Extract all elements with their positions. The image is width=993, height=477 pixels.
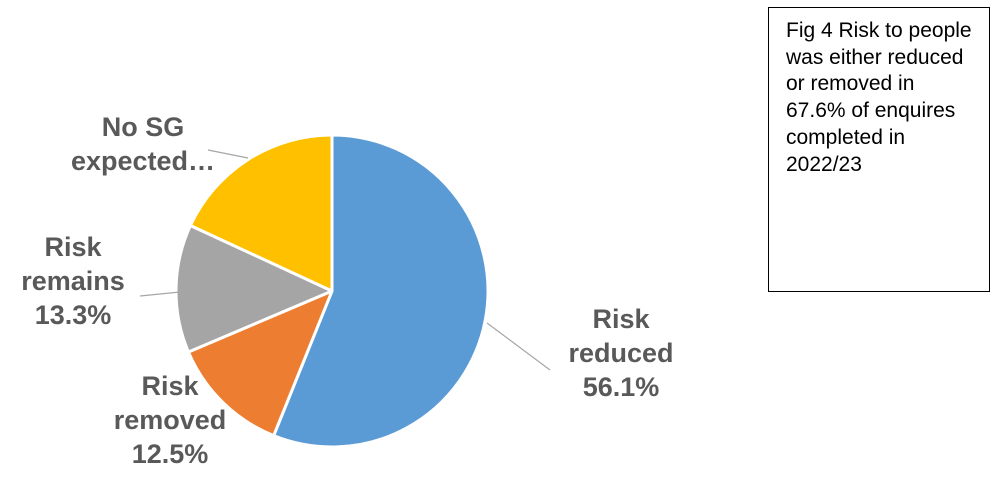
leader-line-4: [207, 149, 249, 159]
slice-label-line: No SG: [102, 112, 185, 142]
slice-label-line: Risk: [141, 371, 199, 401]
slice-label-line: Risk: [44, 232, 102, 262]
slice-label-line: expected…: [71, 146, 215, 176]
slice-label-line: removed: [114, 405, 227, 435]
slice-label-3: Risk remains 13.3%: [21, 232, 125, 330]
pie-slices: [174, 133, 490, 449]
slice-label-line: 56.1%: [583, 372, 660, 402]
leader-line-1: [486, 322, 551, 371]
slice-label-4: No SG expected…: [71, 112, 215, 176]
slice-label-line: remains: [21, 266, 125, 296]
slice-label-line: 13.3%: [35, 300, 112, 330]
pie-slice-3: [174, 223, 334, 354]
caption-box: Fig 4 Risk to people was either reduced …: [768, 7, 990, 292]
caption-text: Fig 4 Risk to people was either reduced …: [786, 19, 972, 176]
slice-label-1: Risk reduced 56.1%: [568, 304, 673, 402]
leader-lines: [139, 149, 551, 371]
pie-slice-1: [272, 133, 490, 449]
slice-labels: Risk reduced 56.1% Risk removed 12.5% Risk rema…: [21, 112, 673, 469]
slice-label-line: Risk: [592, 304, 650, 334]
slice-label-line: 12.5%: [132, 439, 209, 469]
pie-slice-4: [188, 133, 334, 293]
leader-line-3: [139, 291, 181, 297]
slice-label-2: Risk removed 12.5%: [114, 371, 227, 469]
slice-label-line: reduced: [568, 338, 673, 368]
pie-slice-2: [186, 289, 334, 438]
